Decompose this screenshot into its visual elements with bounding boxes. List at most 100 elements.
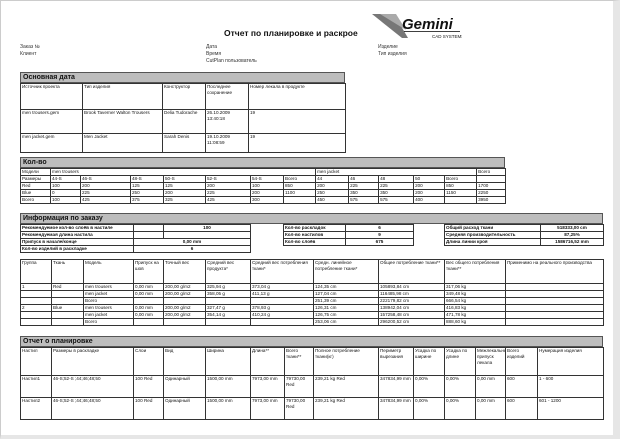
table-cell (163, 231, 251, 239)
table-cell: 239,21 kg Red (313, 375, 379, 398)
table-cell: Источник проекта (20, 83, 83, 110)
table-cell: 0,00 mm (475, 375, 506, 398)
table-cell: 375 (130, 196, 164, 204)
client-label: Клиент (20, 51, 37, 57)
table-cell: 1100 (282, 189, 317, 197)
table-cell: 124,35 cm (313, 283, 379, 291)
table-cell: 222179,82 cm (378, 297, 445, 305)
table-cell: 425 (80, 196, 131, 204)
table-cell: 48 (378, 175, 415, 183)
table-cell: Средний вес продукта* (205, 259, 251, 284)
table-cell: Всего (83, 318, 134, 326)
table-cell: 2250 (476, 189, 507, 197)
table-cell: 6 (133, 245, 251, 253)
table-cell: Brook Taverner Walton Trousers (82, 109, 163, 134)
table-row: men jacket 0,00 mm 200,00 g/m2 358,05 g 411,… (20, 290, 604, 298)
table-cell: 225 (80, 189, 131, 197)
table-cell: 54-S (250, 175, 284, 183)
table-row: Настил2 46-S;52-S ;44;46;48;50 100 Red Один… (20, 397, 604, 420)
table-cell: Припуск на шов (133, 259, 164, 284)
table-cell (444, 196, 478, 204)
table-cell: Нумерация изделия (537, 347, 604, 376)
table-cell (205, 297, 251, 305)
table-cell: 296200,52 cm (378, 318, 445, 326)
table-cell: Усадка по длине (444, 347, 476, 376)
table-cell: 0,00% (444, 375, 476, 398)
table-cell: 200 (315, 182, 350, 190)
table-cell: men trousers (49, 168, 317, 176)
table-cell (250, 318, 314, 326)
table-cell: Ширина (205, 347, 251, 376)
table-cell: 200 (413, 189, 446, 197)
svg-text:CAD SYSTEMS: CAD SYSTEMS (432, 34, 462, 39)
table-cell: 317,06 kg (444, 283, 506, 291)
table-row: Рекомендуемая длина настила (20, 231, 251, 239)
table-cell: 358,05 g (205, 290, 251, 298)
table-cell: 46-S (80, 175, 131, 183)
table-row: men trousers.gem Brook Taverner Walton Tr… (20, 109, 346, 134)
table-cell (51, 318, 84, 326)
table-cell: 300 (250, 196, 284, 204)
table-cell: Слои (133, 347, 164, 376)
table-cell: Blue (20, 189, 51, 197)
table-cell (250, 297, 314, 305)
table-cell: 46-S;52-S ;44;46;48;50 (51, 397, 134, 420)
section-main-data: Основная дата (20, 72, 345, 83)
table-cell: 0,00% (413, 375, 445, 398)
table-cell: men trousers (83, 304, 134, 312)
table-cell: Настил1 (20, 375, 52, 398)
table-cell: 888,60 kg (444, 318, 506, 326)
table-cell (133, 318, 164, 326)
table-cell (51, 311, 84, 319)
table-cell: 239,21 kg Red (313, 397, 379, 420)
table-cell: 126,31 cm (313, 304, 379, 312)
table-cell: Конструктор (162, 83, 206, 110)
table-cell: Общее потребление ткани** (378, 259, 445, 284)
table-cell: Настил (20, 347, 52, 376)
table-cell (476, 175, 507, 183)
table-cell: 250 (315, 189, 350, 197)
table-cell: 347834,99 mm (378, 375, 414, 398)
table-cell (163, 297, 206, 305)
table-row: men jacket 0,00 mm 200,00 g/m2 354,14 g 410,… (20, 311, 604, 319)
table-cell: 200 (163, 189, 206, 197)
table-cell: 675 (345, 238, 414, 246)
table-row: Средняя производительность 87,25% (444, 231, 604, 239)
table-cell: Кол-во слоёв (283, 238, 346, 246)
table-cell: 0,00 mm (133, 238, 251, 246)
table-cell: Кол-во изделий в раскладке (20, 245, 134, 253)
table-cell: Кол-во настилов (283, 231, 346, 239)
table-cell: Модель (83, 259, 134, 284)
table-cell: Одинарный (163, 397, 206, 420)
table-row: Кол-во слоёв 675 (283, 238, 414, 246)
order-info-right: Общий расход ткани 518333,00 cm Средняя пр… (444, 224, 604, 246)
quantity-table: Модели men trousers men jacket Всего Размеры… (20, 168, 507, 204)
table-cell: Припуск в начале/конце (20, 238, 134, 246)
table-cell: 125 (130, 182, 164, 190)
table-cell (51, 297, 84, 305)
table-cell: 850 (282, 182, 317, 190)
table-cell: Настил2 (20, 397, 52, 420)
table-cell: Длина линии кроя (444, 238, 541, 246)
main-data-table: Источник проекта Тип изделия Конструктор По… (20, 83, 346, 153)
table-cell: Межлекальный припуск лекала (475, 347, 506, 376)
table-row: Всего 100 425 375 325 425 300 450 575 575 400 3950 (20, 196, 507, 204)
header-row: Модели men trousers men jacket Всего (20, 168, 507, 176)
section-quantity: Кол-во (20, 157, 505, 168)
table-cell: 50-S (163, 175, 206, 183)
table-cell: 127,04 cm (313, 290, 379, 298)
table-cell (505, 318, 604, 326)
table-cell: Тип изделия (82, 83, 163, 110)
table-cell: Одинарный (163, 375, 206, 398)
table-cell: 0,00 mm (133, 290, 164, 298)
table-cell: Кол-во раскладок (283, 224, 346, 232)
table-cell: 0 (50, 189, 81, 197)
table-cell: Всего (476, 168, 507, 176)
table-cell: Средняя производительность (444, 231, 541, 239)
table-cell: men jacket.gem (20, 133, 83, 153)
table-cell: men jacket (83, 311, 134, 319)
table-cell: 425 (205, 196, 251, 204)
table-cell: 0,00 mm (133, 283, 164, 291)
table-cell: Рекомендуемая длина настила (20, 231, 134, 239)
